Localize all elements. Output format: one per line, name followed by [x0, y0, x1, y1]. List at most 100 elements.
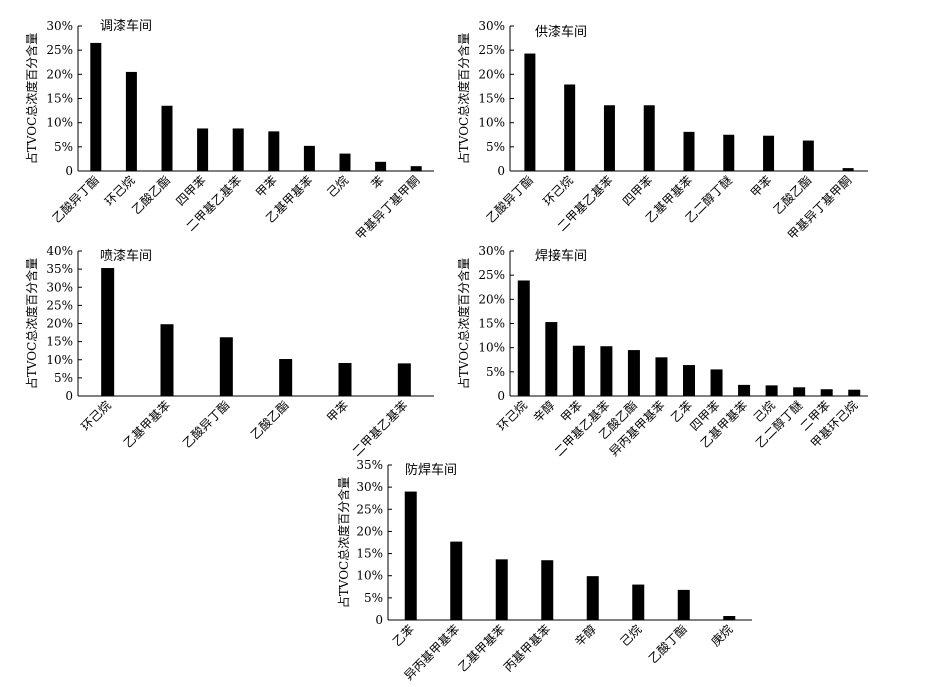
y-tick-label: 10% [478, 116, 505, 130]
y-tick-label: 30% [356, 480, 383, 494]
bar [586, 576, 599, 620]
bar [820, 389, 833, 396]
x-tick-label: 环己烷 [495, 398, 530, 433]
bar [303, 145, 315, 171]
y-tick-label: 10% [478, 341, 505, 355]
bar [338, 363, 352, 396]
y-tick-label: 20% [478, 292, 505, 306]
y-tick-label: 10% [46, 116, 73, 130]
y-tick-label: 5% [54, 140, 73, 154]
y-tick-label: 5% [486, 365, 505, 379]
y-tick-label: 25% [478, 268, 505, 282]
chart-panel-1: 05%10%15%20%25%30%占TVOC总浓度百分含量调漆车间乙酸异丁酯环… [24, 18, 434, 243]
bar [848, 389, 861, 396]
x-tick-label: 乙酸异丁酯 [179, 398, 232, 451]
bar [219, 337, 233, 396]
bar [710, 369, 723, 396]
bar [397, 363, 411, 396]
chart-title: 防焊车间 [405, 462, 457, 478]
x-tick-label: 乙酸异丁酯 [483, 173, 536, 226]
y-axis-label: 占TVOC总浓度百分含量 [456, 258, 471, 389]
y-tick-label: 15% [46, 92, 73, 106]
bar [410, 166, 422, 171]
y-tick-label: 25% [478, 43, 505, 57]
bar [643, 105, 655, 171]
bar [683, 365, 695, 396]
x-tick-label: 二甲基乙基苯 [350, 398, 411, 459]
chart-panel-3: 0 5% 10% 15% 20% 25% 30% 35% 40% 占TVOC总浓度百分含量 喷漆车间… [24, 244, 434, 459]
bar [600, 346, 613, 396]
y-tick-label: 15% [478, 92, 505, 106]
y-tick-label: 10% [356, 569, 383, 583]
x-tick-label: 己烷 [617, 622, 644, 649]
x-tick-label: 甲苯 [324, 398, 351, 425]
x-tick-label: 辛醇 [530, 398, 558, 426]
bar [802, 140, 814, 171]
bar [545, 322, 558, 396]
bar [793, 387, 806, 396]
x-tick-label: 乙基甲基苯 [456, 622, 508, 674]
chart-title: 供漆车间 [535, 24, 587, 40]
chart-panel-5: 05%10%15%20%25%30%35%占TVOC总浓度百分含量防焊车间乙苯异… [336, 458, 752, 683]
y-tick-label: 0 [497, 389, 505, 403]
chart-panel-2: 0 5% 10% 15% 20% 25% 30% 占TVOC总浓度百分含量 供漆车间乙酸异丁酯环… [456, 19, 868, 243]
x-tick-label: 乙基甲基苯 [121, 398, 173, 450]
bar [763, 135, 775, 171]
x-tick-label: 辛醇 [571, 622, 599, 650]
bar [450, 541, 463, 620]
x-tick-label: 乙苯 [390, 622, 417, 649]
bar [90, 42, 102, 171]
bar [655, 357, 668, 396]
bar [375, 161, 387, 171]
bar [564, 84, 576, 171]
y-tick-label: 30% [46, 280, 73, 294]
x-tick-label: 丙基甲基苯 [501, 622, 553, 674]
bar [524, 53, 536, 171]
bar [101, 268, 115, 396]
bar [765, 385, 778, 396]
y-tick-label: 5% [364, 591, 383, 605]
x-tick-label: 环己烷 [540, 173, 575, 208]
y-tick-label: 25% [356, 502, 383, 516]
y-tick-label: 25% [46, 298, 73, 312]
bar [125, 71, 137, 171]
y-axis-label: 占TVOC总浓度百分含量 [456, 33, 471, 164]
y-tick-label: 5% [54, 371, 73, 385]
bar [279, 359, 293, 396]
y-tick-label: 30% [478, 19, 505, 33]
y-tick-label: 0 [65, 164, 73, 178]
bar [683, 131, 695, 171]
y-tick-label: 5% [486, 140, 505, 154]
y-tick-label: 0 [497, 164, 505, 178]
bar [842, 168, 854, 171]
bar [632, 584, 645, 620]
bar [197, 128, 209, 171]
bar [161, 105, 173, 171]
bar [495, 559, 508, 620]
y-axis-label: 占TVOC总浓度百分含量 [24, 258, 39, 389]
y-axis-label: 占TVOC总浓度百分含量 [24, 33, 39, 164]
x-tick-label: 庚烷 [708, 622, 736, 650]
y-tick-label: 20% [46, 317, 73, 331]
y-tick-label: 10% [46, 353, 73, 367]
x-tick-label: 乙酸乙酯 [247, 398, 292, 443]
y-tick-label: 15% [46, 335, 73, 349]
bar [723, 616, 736, 620]
y-tick-label: 20% [46, 67, 73, 81]
chart-title: 焊接车间 [535, 248, 587, 264]
chart-title: 喷漆车间 [100, 248, 152, 264]
bar [517, 280, 530, 396]
y-tick-label: 0 [375, 613, 383, 627]
y-tick-label: 15% [478, 317, 505, 331]
y-tick-label: 30% [46, 19, 73, 33]
x-tick-label: 乙酸异丁酯 [49, 173, 102, 226]
y-tick-label: 25% [46, 43, 73, 57]
bar [677, 589, 690, 620]
y-axis-label: 占TVOC总浓度百分含量 [336, 477, 351, 608]
y-tick-label: 20% [478, 67, 505, 81]
x-tick-label: 己烷 [324, 173, 351, 200]
bar [541, 560, 554, 620]
y-tick-label: 15% [356, 547, 383, 561]
y-tick-label: 35% [46, 262, 73, 276]
